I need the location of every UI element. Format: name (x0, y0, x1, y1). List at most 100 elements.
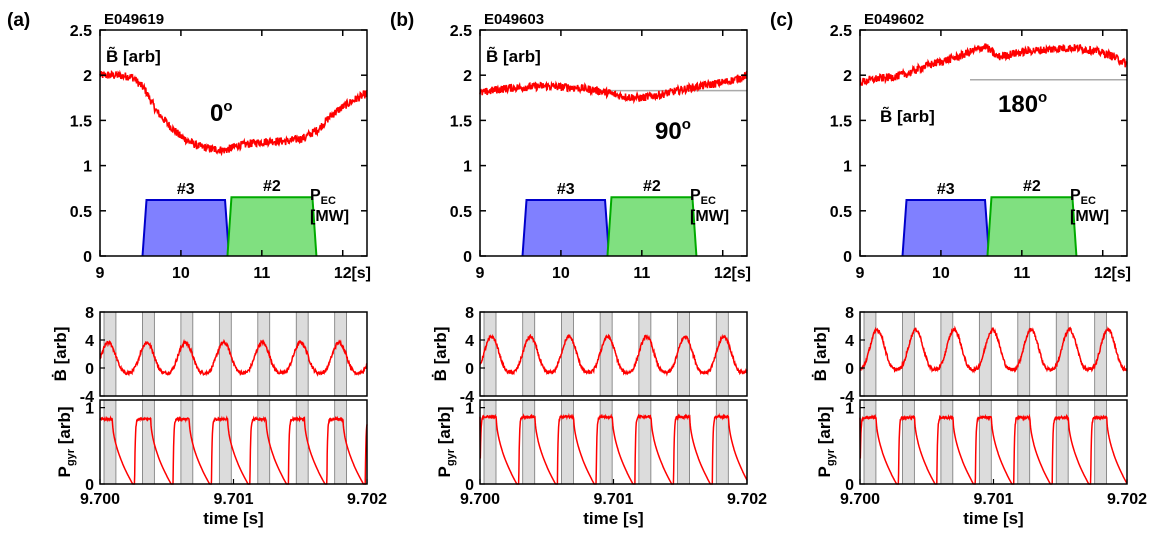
x-unit-label: [s] (351, 265, 371, 282)
y-tick-label: 0 (465, 477, 474, 494)
gyro-on-shade (638, 399, 652, 485)
ec-block-label: #2 (1023, 178, 1041, 195)
y-tick-label: 8 (465, 305, 474, 322)
gyro-on-shade (902, 399, 915, 485)
y-tick-label: 1.5 (830, 113, 852, 130)
pec-unit: [MW] (1070, 208, 1109, 225)
y-tick-label: 0 (845, 361, 854, 378)
ec-block-gyr3 (141, 198, 231, 257)
y-tick-label: 2.5 (830, 23, 852, 40)
x-unit-label: [s] (731, 265, 751, 282)
pec-label: PEC (690, 187, 716, 207)
gyro-on-shade (334, 399, 348, 485)
btilde-series (99, 69, 368, 157)
x-tick-label: 11 (253, 265, 270, 282)
gyro-on-shade (1017, 399, 1031, 485)
gyro-on-shade (218, 399, 232, 485)
y-tick-label: 2.5 (450, 23, 472, 40)
y-tick-label: 0 (845, 477, 854, 494)
btilde-label: B̃ [arb] (486, 46, 541, 66)
ec-block-label: #3 (937, 181, 955, 198)
y-tick-label: 4 (465, 333, 474, 350)
gyro-on-shade (142, 399, 155, 485)
y-tick-label: 2 (843, 68, 852, 85)
gyro-on-shade (1017, 311, 1031, 397)
pgyr-series (99, 415, 368, 485)
x-tick-label: 12 (334, 265, 352, 282)
x-tick-label: 9.701 (973, 491, 1013, 508)
top-axes-frame (859, 29, 1128, 257)
bdot-label: Ḃ [arb] (431, 327, 450, 382)
y-tick-label: 1.5 (450, 113, 472, 130)
gyro-on-shade (1094, 399, 1108, 485)
y-tick-label: 0 (843, 249, 852, 266)
gyro-on-shade (940, 399, 954, 485)
x-tick-label: 12 (1094, 265, 1112, 282)
y-tick-label: -4 (80, 389, 94, 406)
x-tick-label: 9.702 (1107, 491, 1147, 508)
bdot-series (479, 333, 748, 377)
bdot-series (859, 325, 1128, 374)
gyro-on-shade (940, 311, 954, 397)
angle-label: 90o (655, 116, 691, 145)
gyro-on-shade (978, 399, 992, 485)
btilde-series (479, 70, 748, 105)
y-tick-label: 0 (85, 361, 94, 378)
gyro-on-shade (978, 311, 992, 397)
gyro-on-shade (1055, 311, 1069, 397)
ec-block-gyr2 (986, 196, 1078, 257)
y-tick-label: 0 (465, 361, 474, 378)
ec-block-gyr3 (901, 198, 991, 257)
pec-label: PEC (310, 187, 336, 207)
gyro-on-shade (561, 399, 574, 485)
bdot-series (99, 338, 368, 377)
shot-number: E049619 (104, 11, 164, 28)
y-tick-label: 2.5 (70, 23, 92, 40)
gyro-on-shade (561, 311, 574, 397)
x-tick-label: 9.700 (80, 491, 120, 508)
ec-block-label: #3 (177, 181, 195, 198)
panel-label: (a) (7, 10, 30, 31)
gyro-on-shade (522, 311, 536, 397)
time-axis-label: time [s] (203, 509, 263, 528)
ec-block-gyr2 (226, 196, 318, 257)
btilde-label: B̃ [arb] (106, 46, 161, 66)
gyro-on-shade (522, 399, 536, 485)
pec-unit: [MW] (690, 208, 729, 225)
gyro-on-shade (715, 311, 729, 397)
gyro-on-shade (1055, 399, 1069, 485)
x-tick-label: 9 (96, 265, 105, 282)
pgyr-label: Pgyr [arb] (55, 407, 77, 478)
ec-block-gyr3 (521, 198, 611, 257)
gyro-on-shade (638, 311, 652, 397)
x-tick-label: 12 (714, 265, 732, 282)
pgyr-label: Pgyr [arb] (435, 407, 457, 478)
y-tick-label: -4 (840, 389, 854, 406)
shot-number: E049603 (484, 11, 544, 28)
gyro-on-shade (257, 399, 271, 485)
x-tick-label: 9 (856, 265, 865, 282)
x-tick-label: 9.702 (347, 491, 387, 508)
gyro-on-shade (599, 399, 613, 485)
bdot-label: Ḃ [arb] (51, 327, 70, 382)
y-tick-label: 2 (463, 68, 472, 85)
x-tick-label: 9.701 (593, 491, 633, 508)
gyro-on-shade (1094, 311, 1108, 397)
y-tick-label: 1 (843, 159, 852, 176)
x-tick-label: 9.700 (840, 491, 880, 508)
y-tick-label: 1 (465, 401, 474, 418)
gyro-on-shade (677, 399, 690, 485)
x-tick-label: 11 (1013, 265, 1030, 282)
gyro-on-shade (902, 311, 915, 397)
ec-block-label: #2 (263, 178, 281, 195)
gyro-on-shade (295, 399, 309, 485)
y-tick-label: 0 (83, 249, 92, 266)
x-unit-label: [s] (1111, 265, 1131, 282)
y-tick-label: 2 (83, 68, 92, 85)
x-tick-label: 9.701 (213, 491, 253, 508)
gyro-on-shade (863, 399, 877, 485)
